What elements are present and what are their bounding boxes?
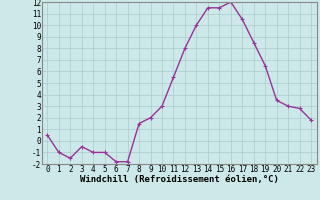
- X-axis label: Windchill (Refroidissement éolien,°C): Windchill (Refroidissement éolien,°C): [80, 175, 279, 184]
